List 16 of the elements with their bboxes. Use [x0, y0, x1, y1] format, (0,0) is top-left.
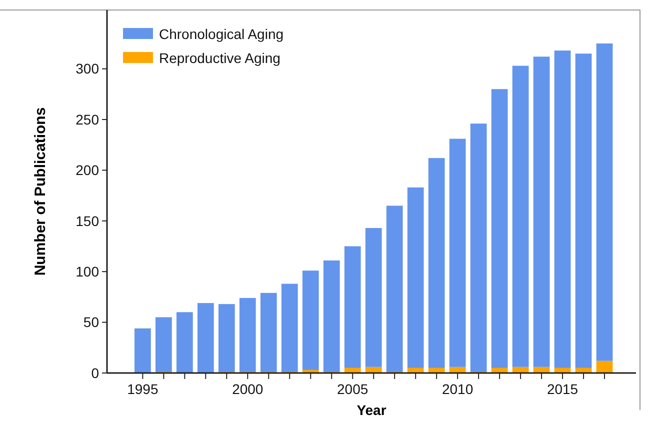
y-axis-title: Number of Publications: [32, 107, 49, 276]
x-tick-label: 2015: [546, 381, 578, 397]
y-tick-label: 200: [76, 162, 100, 178]
legend-label: Chronological Aging: [159, 26, 284, 42]
x-tick-label: 2010: [442, 381, 474, 397]
y-tick-label: 100: [76, 264, 100, 280]
y-tick-label: 300: [76, 60, 100, 77]
x-axis-title: Year: [356, 402, 387, 418]
y-tick-label: 150: [76, 212, 100, 229]
y-tick-label: 50: [83, 314, 100, 330]
x-tick-label: 1995: [127, 381, 158, 397]
y-tick-label: 250: [76, 111, 100, 128]
legend-label: Reproductive Aging: [159, 50, 280, 66]
x-tick-label: 2005: [337, 381, 368, 397]
x-tick-label: 2000: [232, 381, 264, 397]
y-tick-label: 0: [91, 364, 100, 381]
